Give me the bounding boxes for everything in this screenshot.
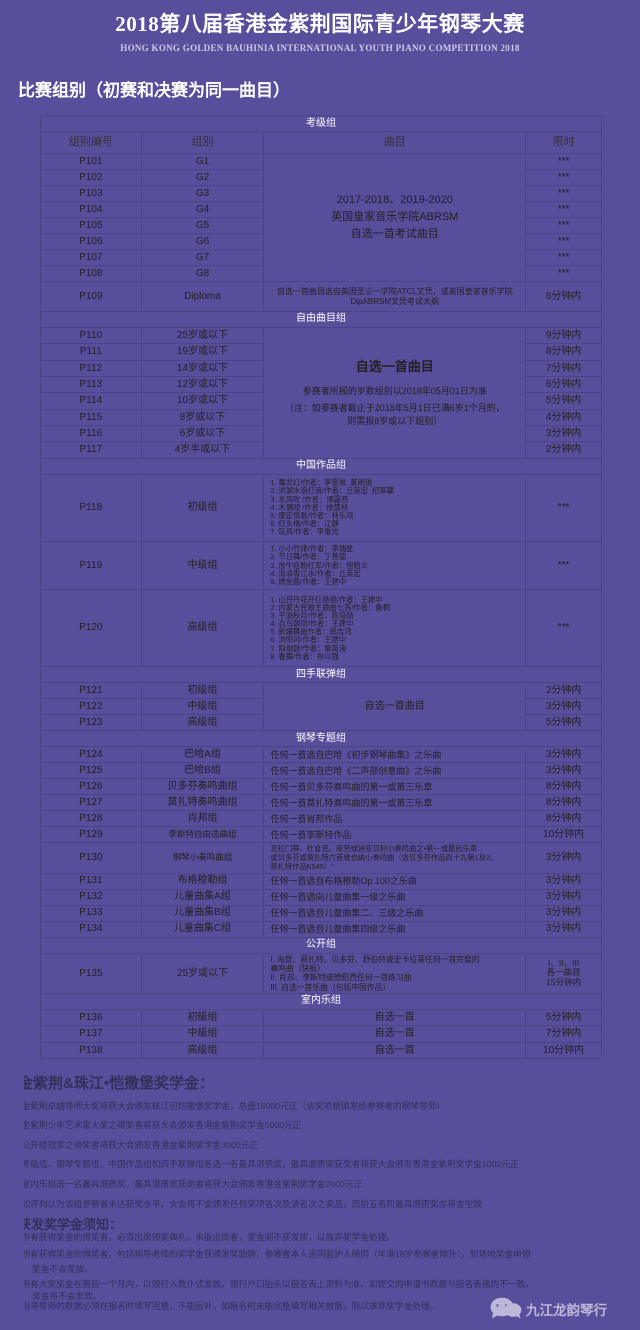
svg-text:九江龙韵琴行: 九江龙韵琴行 [525, 1302, 607, 1318]
